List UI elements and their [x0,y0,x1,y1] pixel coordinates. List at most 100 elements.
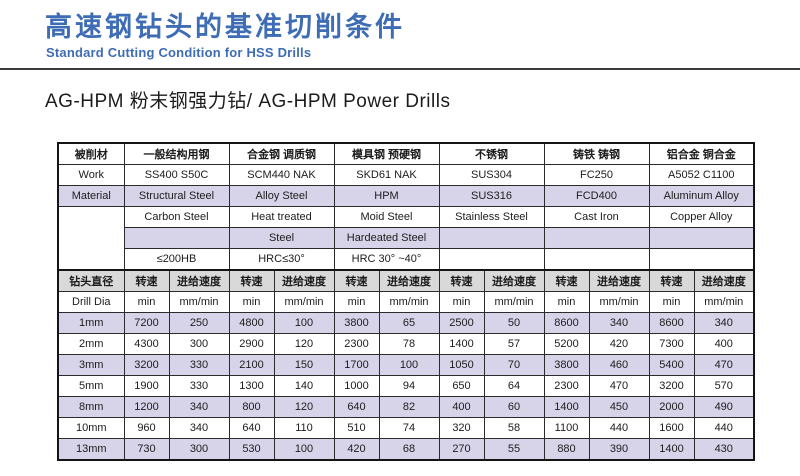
drill-data-row: 13mm 730 300 530 100 420 68 270 55 880 390 1400 430 [57,438,755,461]
speed-value-cell: 650 [438,375,485,397]
drill-dia-cell: 10mm [57,417,125,439]
feed-value-cell: 390 [588,438,650,461]
speed-value-cell: 8600 [543,312,590,334]
material-cell: Steel [228,227,335,249]
speed-header-zh: 转速 [543,269,590,292]
drill-data-row: 1mm 7200 250 4800 100 3800 65 2500 50 8600 340 8600… [57,312,755,334]
material-cell [438,227,545,249]
speed-header-zh: 转速 [648,269,695,292]
feed-value-cell: 330 [168,354,230,376]
material-cell: Aluminum Alloy [648,185,755,207]
corner-label-work: Work [57,164,125,186]
material-cell: A5052 C1100 [648,164,755,186]
hardness-cell [543,248,650,271]
feed-value-cell: 94 [378,375,440,397]
group-header: 模具钢 预硬钢 [333,142,440,165]
speed-value-cell: 1100 [543,417,590,439]
material-cell: Moid Steel [333,206,440,228]
material-cell: Heat treated [228,206,335,228]
drill-dia-cell: 1mm [57,312,125,334]
material-cell: HPM [333,185,440,207]
feed-value-cell: 440 [693,417,755,439]
corner-label-zh: 被削材 [57,142,125,165]
feed-value-cell: 420 [588,333,650,355]
section-title: AG-HPM 粉末钢强力钻/ AG-HPM Power Drills [45,91,451,112]
material-row-3: Carbon Steel Heat treated Moid Steel Sta… [57,206,755,271]
material-cell: SS400 S50C [123,164,230,186]
material-cell: Hardeated Steel [333,227,440,249]
feed-value-cell: 70 [483,354,545,376]
header-divider [0,68,800,70]
material-cell: Alloy Steel [228,185,335,207]
cutting-conditions-table: 被削材 一般结构用钢 合金钢 调质钢 模具钢 预硬钢 不锈钢 铸铁 铸钢 铝合金… [57,142,755,461]
material-cell: Cast Iron [543,206,650,228]
speed-value-cell: 1400 [543,396,590,418]
feed-value-cell: 100 [273,438,335,461]
group-header: 合金钢 调质钢 [228,142,335,165]
drill-dia-cell: 8mm [57,396,125,418]
drill-data-row: 5mm 1900 330 1300 140 1000 94 650 64 2300 470 3200 5… [57,375,755,397]
speed-value-cell: 3200 [648,375,695,397]
material-cell [123,227,230,249]
speed-value-cell: 4800 [228,312,275,334]
drill-dia-cell: 3mm [57,354,125,376]
material-cell: FCD400 [543,185,650,207]
feed-value-cell: 460 [588,354,650,376]
feed-value-cell: 340 [168,417,230,439]
speed-value-cell: 2900 [228,333,275,355]
drill-data-row: 3mm 3200 330 2100 150 1700 100 1050 70 3800 460 540… [57,354,755,376]
feed-unit: mm/min [693,291,755,313]
page-title-en: Standard Cutting Condition for HSS Drill… [46,45,312,60]
feed-unit: mm/min [378,291,440,313]
feed-value-cell: 74 [378,417,440,439]
speed-header-zh: 转速 [438,269,485,292]
speed-value-cell: 800 [228,396,275,418]
speed-value-cell: 880 [543,438,590,461]
speed-value-cell: 510 [333,417,380,439]
speed-value-cell: 7200 [123,312,170,334]
feed-value-cell: 50 [483,312,545,334]
feed-value-cell: 300 [168,333,230,355]
feed-value-cell: 490 [693,396,755,418]
speed-value-cell: 1000 [333,375,380,397]
feed-value-cell: 150 [273,354,335,376]
speed-value-cell: 2100 [228,354,275,376]
feed-value-cell: 430 [693,438,755,461]
feed-value-cell: 110 [273,417,335,439]
hardness-cell [648,248,755,271]
material-cell: Carbon Steel [123,206,230,228]
speed-value-cell: 3200 [123,354,170,376]
material-cell: SUS304 [438,164,545,186]
feed-value-cell: 470 [588,375,650,397]
hardness-row: ≤200HB HRC≤30° HRC 30° ~40° [58,248,755,271]
speed-value-cell: 2000 [648,396,695,418]
drill-data-body: 1mm 7200 250 4800 100 3800 65 2500 50 8600 340 8600… [57,312,755,461]
speed-unit: min [543,291,590,313]
speed-value-cell: 3800 [333,312,380,334]
speed-value-cell: 1600 [648,417,695,439]
speed-header-zh: 转速 [228,269,275,292]
feed-value-cell: 450 [588,396,650,418]
drill-data-row: 2mm 4300 300 2900 120 2300 78 1400 57 5200 420 7300… [57,333,755,355]
feed-value-cell: 64 [483,375,545,397]
speed-value-cell: 7300 [648,333,695,355]
speed-value-cell: 960 [123,417,170,439]
hardness-cell: ≤200HB [123,248,230,271]
feed-unit: mm/min [483,291,545,313]
feed-value-cell: 58 [483,417,545,439]
feed-value-cell: 100 [378,354,440,376]
page-header: 高速钢钻头的基准切削条件 Standard Cutting Condition … [0,0,800,60]
speed-value-cell: 730 [123,438,170,461]
feed-value-cell: 470 [693,354,755,376]
speed-value-cell: 530 [228,438,275,461]
feed-value-cell: 100 [273,312,335,334]
speed-value-cell: 8600 [648,312,695,334]
speed-value-cell: 640 [228,417,275,439]
material-cell [648,227,755,249]
material-cell: Structural Steel [123,185,230,207]
page-title-zh: 高速钢钻头的基准切削条件 [45,12,405,42]
drill-dia-header-en: Drill Dia [57,291,125,313]
drill-dia-cell: 13mm [57,438,125,461]
speed-value-cell: 420 [333,438,380,461]
feed-header-zh: 进给速度 [483,269,545,292]
